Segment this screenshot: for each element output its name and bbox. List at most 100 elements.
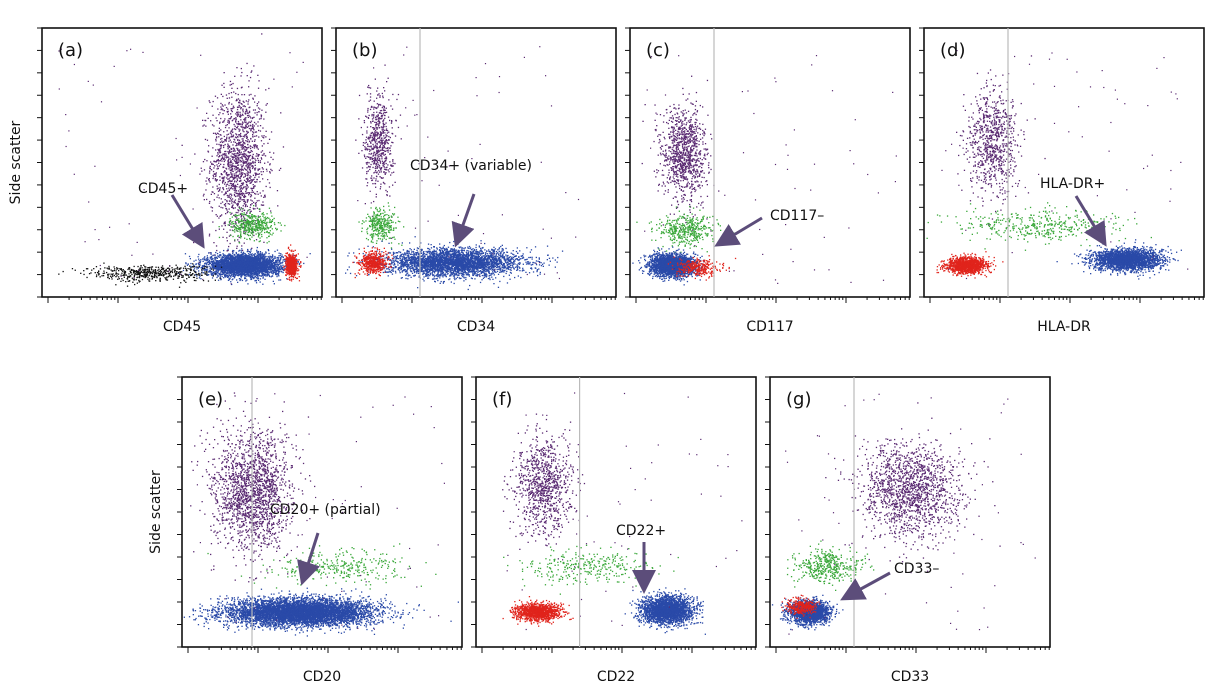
scatter-point	[228, 93, 229, 94]
scatter-point	[254, 177, 255, 178]
scatter-point	[229, 208, 230, 209]
scatter-point	[239, 152, 240, 153]
plot-frame	[42, 28, 322, 297]
scatter-point	[241, 216, 242, 217]
scatter-point	[247, 201, 248, 202]
scatter-point	[250, 77, 251, 78]
scatter-point	[255, 160, 256, 161]
scatter-point	[224, 120, 225, 121]
scatter-point	[242, 110, 243, 111]
scatter-point	[270, 157, 271, 158]
scatter-point	[231, 175, 232, 176]
scatter-point	[264, 195, 265, 196]
scatter-point	[243, 164, 244, 165]
scatter-point	[236, 181, 237, 182]
scatter-point	[208, 118, 209, 119]
scatter-point	[239, 171, 240, 172]
scatter-point	[259, 173, 260, 174]
scatter-point	[224, 87, 225, 88]
scatter-point	[232, 201, 233, 202]
scatter-point	[258, 107, 259, 108]
scatter-point	[263, 143, 264, 144]
scatter-point	[227, 130, 228, 131]
scatter-point	[226, 157, 227, 158]
scatter-point	[256, 202, 257, 203]
scatter-point	[203, 195, 204, 196]
scatter-point	[236, 67, 237, 68]
scatter-point	[238, 121, 239, 122]
scatter-point	[262, 155, 263, 156]
scatter-point	[205, 189, 206, 190]
scatter-point	[243, 205, 244, 206]
scatter-point	[250, 204, 251, 205]
scatter-point	[206, 177, 207, 178]
scatter-point	[257, 200, 258, 201]
scatter-point	[257, 103, 258, 104]
scatter-point	[219, 184, 220, 185]
scatter-point	[205, 139, 206, 140]
scatter-point	[229, 118, 230, 119]
scatter-point	[267, 103, 268, 104]
scatter-point	[216, 117, 217, 118]
scatter-point	[234, 139, 235, 140]
scatter-point	[239, 105, 240, 106]
scatter-point	[261, 33, 262, 34]
scatter-point	[263, 135, 264, 136]
scatter-point	[212, 186, 213, 187]
scatter-point	[234, 124, 235, 125]
scatter-point	[220, 164, 221, 165]
scatter-point	[253, 117, 254, 118]
scatter-point	[258, 149, 259, 150]
scatter-point	[260, 118, 261, 119]
scatter-point	[243, 151, 244, 152]
scatter-point	[213, 125, 214, 126]
scatter-point	[243, 199, 244, 200]
scatter-point	[229, 204, 230, 205]
scatter-point	[277, 205, 278, 206]
scatter-point	[229, 236, 230, 237]
scatter-point	[221, 145, 222, 146]
scatter-point	[252, 134, 253, 135]
scatter-point	[269, 152, 270, 153]
scatter-point	[237, 184, 238, 185]
scatter-point	[248, 194, 249, 195]
scatter-point	[202, 125, 203, 126]
scatter-point	[235, 93, 236, 94]
scatter-point	[208, 179, 209, 180]
scatter-point	[253, 202, 254, 203]
scatter-point	[228, 195, 229, 196]
scatter-point	[225, 127, 226, 128]
scatter-point	[245, 175, 246, 176]
scatter-point	[254, 125, 255, 126]
scatter-point	[252, 117, 253, 118]
scatter-point	[209, 172, 210, 173]
scatter-point	[261, 171, 262, 172]
scatter-point	[247, 159, 248, 160]
scatter-point	[240, 157, 241, 158]
scatter-point	[216, 250, 217, 251]
scatter-point	[225, 153, 226, 154]
scatter-point	[225, 225, 226, 226]
scatter-point	[248, 86, 249, 87]
scatter-point	[213, 171, 214, 172]
scatter-point	[232, 144, 233, 145]
scatter-point	[267, 143, 268, 144]
scatter-point	[244, 199, 245, 200]
scatter-point	[234, 180, 235, 181]
scatter-point	[254, 95, 255, 96]
scatter-point	[219, 123, 220, 124]
scatter-point	[247, 103, 248, 104]
scatter-point	[232, 120, 233, 121]
scatter-point	[224, 184, 225, 185]
scatter-point	[219, 128, 220, 129]
scatter-point	[230, 223, 231, 224]
scatter-point	[272, 159, 273, 160]
scatter-point	[221, 155, 222, 156]
scatter-point	[215, 230, 216, 231]
scatter-point	[217, 108, 218, 109]
scatter-point	[265, 89, 266, 90]
scatter-point	[225, 206, 226, 207]
scatter-point	[263, 171, 264, 172]
scatter-point	[245, 154, 246, 155]
